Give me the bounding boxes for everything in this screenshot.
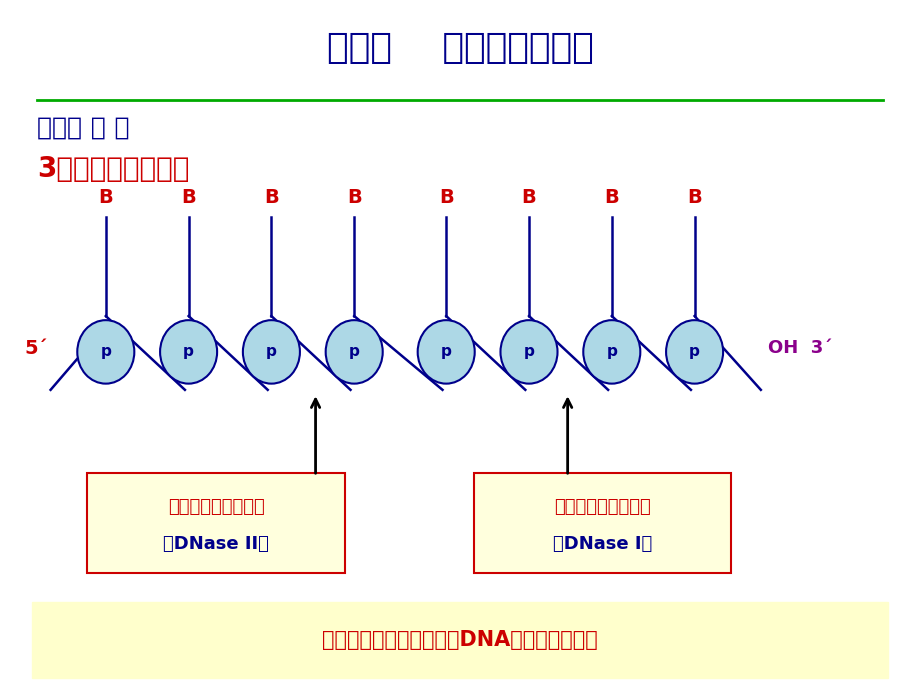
- Ellipse shape: [77, 320, 134, 384]
- Text: OH  3´: OH 3´: [767, 339, 832, 357]
- FancyBboxPatch shape: [473, 473, 731, 573]
- Text: p: p: [440, 344, 451, 359]
- Text: p: p: [266, 344, 277, 359]
- FancyBboxPatch shape: [87, 473, 345, 573]
- Text: B: B: [181, 188, 196, 207]
- Ellipse shape: [243, 320, 300, 384]
- Ellipse shape: [665, 320, 722, 384]
- Text: B: B: [346, 188, 361, 207]
- Text: 特异性核酸酶，只作用于DNA，属于内切酶。: 特异性核酸酶，只作用于DNA，属于内切酶。: [322, 631, 597, 650]
- Text: 第一节    核酸的酶促降解: 第一节 核酸的酶促降解: [326, 31, 593, 66]
- Ellipse shape: [500, 320, 557, 384]
- Text: （DNase I）: （DNase I）: [552, 535, 652, 553]
- Text: 5´: 5´: [25, 339, 48, 358]
- Text: p: p: [606, 344, 617, 359]
- Text: p: p: [183, 344, 194, 359]
- Ellipse shape: [325, 320, 382, 384]
- Text: 一、核 酸 酶: 一、核 酸 酶: [37, 116, 130, 139]
- Text: （DNase II）: （DNase II）: [163, 535, 269, 553]
- Ellipse shape: [160, 320, 217, 384]
- Text: B: B: [264, 188, 278, 207]
- Text: p: p: [348, 344, 359, 359]
- Text: B: B: [438, 188, 453, 207]
- Text: B: B: [686, 188, 701, 207]
- Text: p: p: [523, 344, 534, 359]
- Ellipse shape: [583, 320, 640, 384]
- Text: B: B: [98, 188, 113, 207]
- Text: p: p: [688, 344, 699, 359]
- Text: 牛脾脱氧核糖核酸酶: 牛脾脱氧核糖核酸酶: [167, 498, 265, 516]
- Text: 3、脱氧核糖核酸酶: 3、脱氧核糖核酸酶: [37, 155, 189, 183]
- FancyBboxPatch shape: [32, 602, 887, 678]
- Text: B: B: [604, 188, 618, 207]
- Text: p: p: [100, 344, 111, 359]
- Ellipse shape: [417, 320, 474, 384]
- Text: 牛胰脱氧核糖核酸酶: 牛胰脱氧核糖核酸酶: [553, 498, 651, 516]
- Text: B: B: [521, 188, 536, 207]
